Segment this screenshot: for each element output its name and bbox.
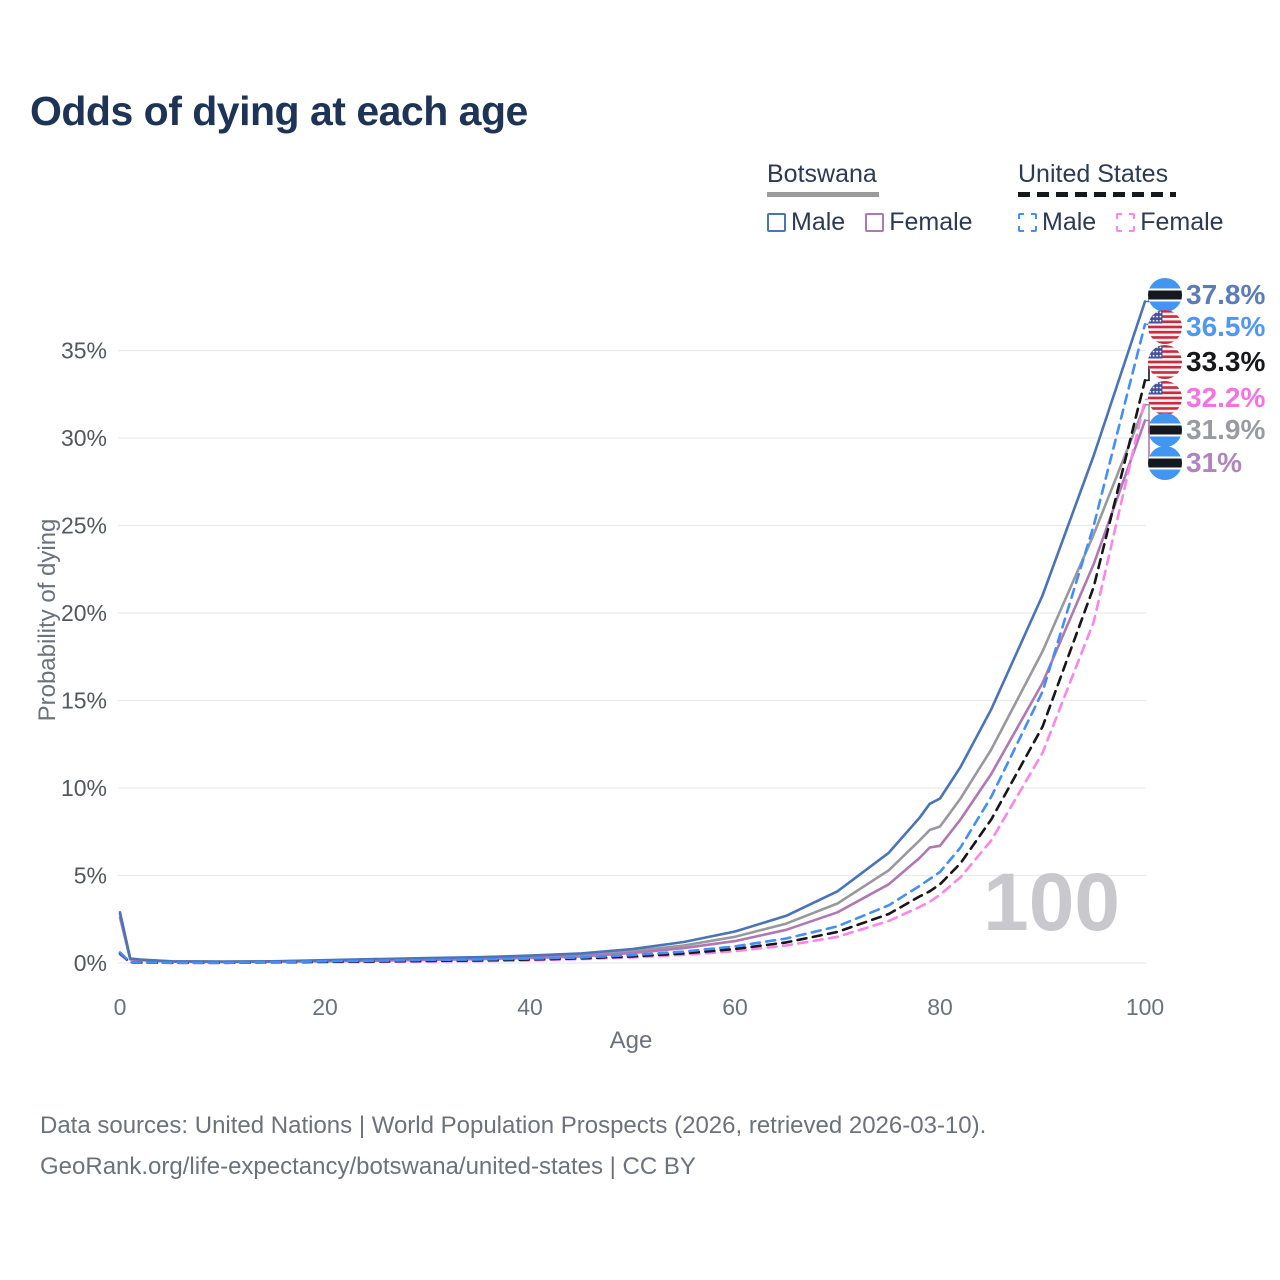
x-tick-label: 0 [114,994,127,1020]
legend-title-united-states[interactable]: United States [1018,160,1169,188]
usa-flag-icon [1148,310,1182,344]
legend-group-united-states: United States Male Female [1018,160,1224,237]
x-axis-title: Age [609,1027,653,1054]
x-tick-label: 60 [722,994,748,1020]
legend-title-botswana[interactable]: Botswana [767,160,877,188]
legend-underline-us-dashed-line [1018,192,1176,197]
hovered-age-watermark: 100 [983,857,1120,948]
legend-label: Male [791,208,846,236]
end-value-label-united-states-female: 32.2% [1186,382,1265,413]
series-line-united-states-male[interactable] [118,322,1147,965]
footer-attribution[interactable]: GeoRank.org/life-expectancy/botswana/uni… [40,1152,696,1180]
y-tick-label: 30% [61,425,107,451]
x-tick-label: 80 [927,994,953,1020]
x-tick-label: 40 [517,994,543,1020]
page-title: Odds of dying at each age [30,88,528,134]
end-value-label-united-states-male: 36.5% [1186,311,1265,342]
botswana-flag-icon [1148,413,1182,447]
y-tick-label: 15% [61,688,107,714]
line-style-swatch-us-male [1018,213,1037,232]
legend-label: Female [1140,208,1224,236]
end-value-label-united-states-both: 33.3% [1186,346,1265,377]
legend-item-us-female[interactable]: Female [1116,208,1224,237]
y-tick-label: 35% [61,338,107,364]
y-tick-label: 0% [74,950,107,976]
end-value-label-botswana-female: 31% [1186,447,1242,478]
legend-label: Female [889,208,973,236]
footer: Data sources: United Nations | World Pop… [40,1106,986,1188]
legend-item-botswana-male[interactable]: Male [767,208,845,237]
footer-data-sources: Data sources: United Nations | World Pop… [40,1112,987,1139]
legend-underline-botswana-solid-line [767,192,879,197]
end-value-label-botswana-both: 31.9% [1186,414,1265,445]
x-tick-label: 20 [312,994,338,1020]
line-style-swatch-botswana-female [865,213,885,232]
botswana-flag-icon [1148,278,1182,312]
y-tick-label: 10% [61,775,107,801]
y-tick-label: 5% [74,863,107,889]
botswana-flag-icon [1148,446,1182,480]
legend-item-us-male[interactable]: Male [1018,208,1096,237]
usa-flag-icon [1148,345,1182,379]
line-style-swatch-botswana-male [767,213,786,232]
y-axis-title: Probability of dying [34,518,61,722]
end-value-label-botswana-male: 37.8% [1186,279,1265,310]
legend-item-botswana-female[interactable]: Female [865,208,973,237]
x-tick-label: 100 [1126,994,1164,1020]
legend-group-botswana: Botswana Male Female [767,160,973,237]
y-tick-label: 20% [61,600,107,626]
legend-label: Male [1042,208,1097,236]
mortality-line-chart: 0%5%10%15%20%25%30%35%0 20 40 60 80 10037.8%3… [61,278,1265,1020]
usa-flag-icon [1148,381,1182,415]
line-style-swatch-us-female [1116,213,1136,232]
y-tick-label: 25% [61,513,107,539]
